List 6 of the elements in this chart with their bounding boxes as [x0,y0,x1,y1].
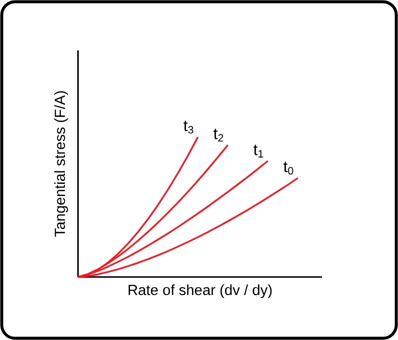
x-axis-title: Rate of shear (dv / dy) [128,284,272,298]
series-label: t$_{2}$ [214,128,224,142]
series-label: t$_{3}$ [184,120,194,134]
series-label: t$_{0}$ [284,162,294,175]
series-label: t$_{1}$ [254,144,264,158]
y-axis-title: Tangential stress (F/A) [54,91,68,237]
